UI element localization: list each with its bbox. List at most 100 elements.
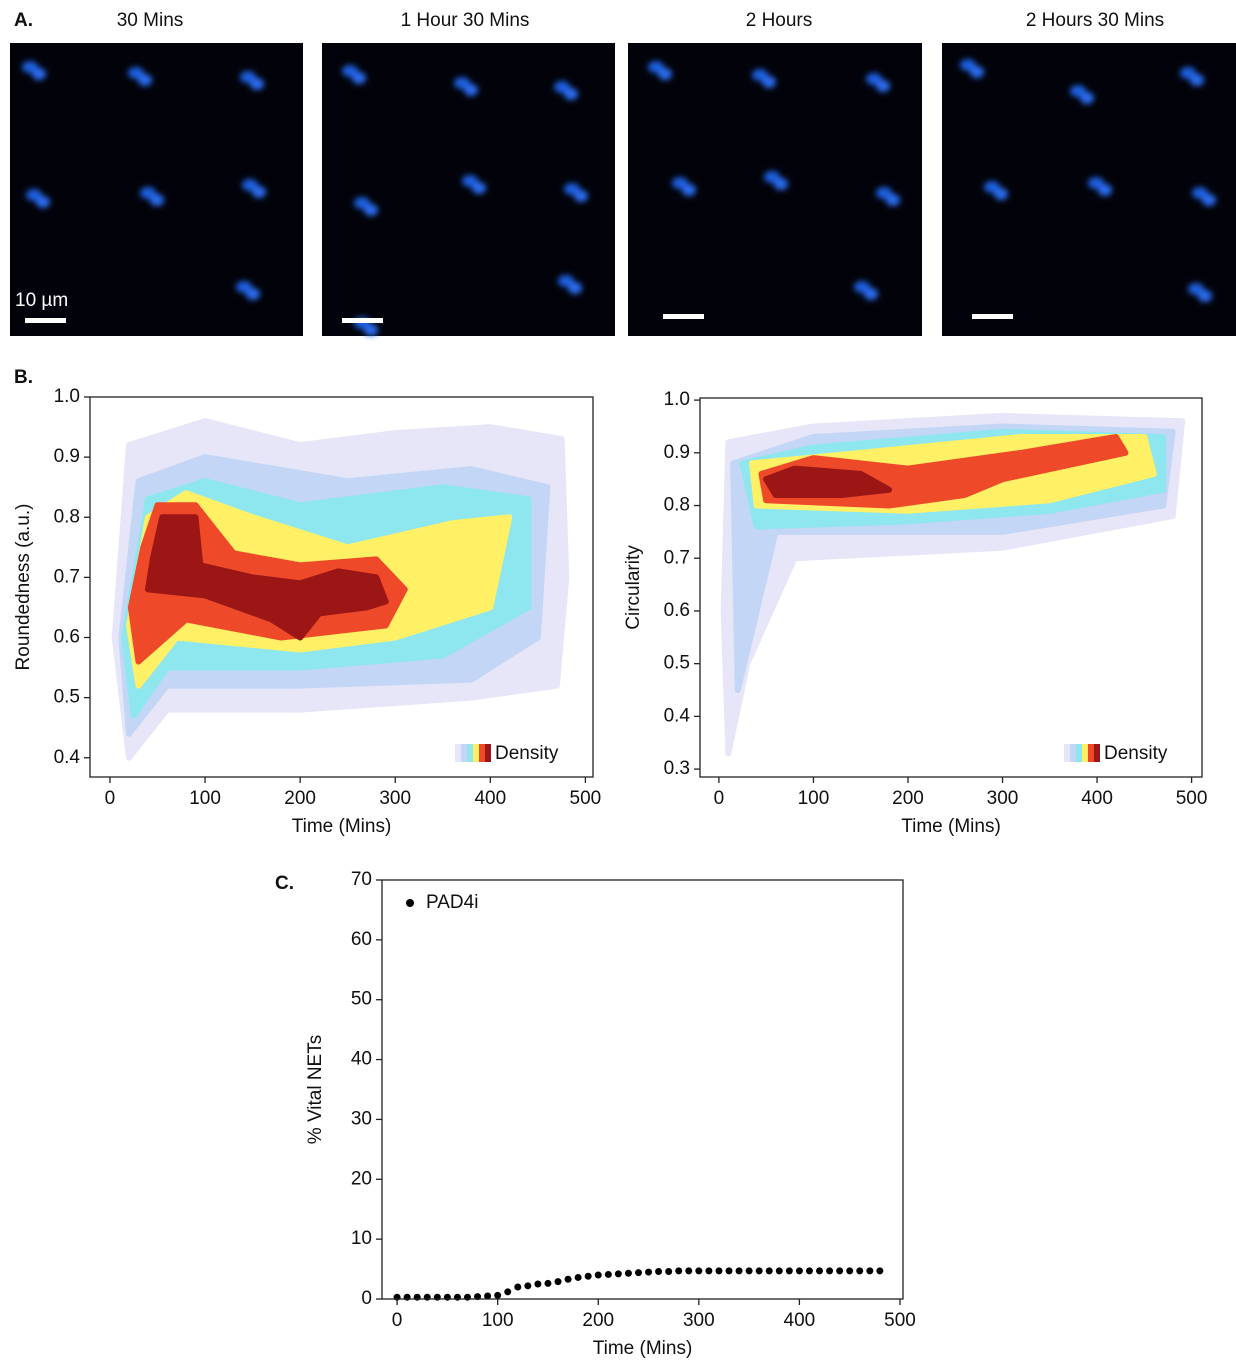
y-tick-label: 0.5	[664, 653, 690, 674]
plot-frame	[699, 397, 1203, 778]
y-axis-label: Circularity	[623, 545, 644, 630]
data-point	[826, 1267, 834, 1275]
x-axis-label: Time (Mins)	[593, 1338, 693, 1359]
chart: PAD4i 0 100 200 300 400 500 0 10 20 30 40 50 60 70 Time…	[305, 869, 916, 1359]
y-tick-label: 0.8	[664, 495, 690, 516]
chart: Density 0 100 200 300 400 500 0.3 0.4 0.5 0.6 0.7 0.…	[623, 389, 1207, 837]
x-tick-label: 100	[482, 1310, 514, 1331]
y-tick-label: 0.8	[54, 506, 80, 527]
data-point	[484, 1292, 492, 1300]
data-point	[655, 1267, 663, 1275]
x-tick-label: 0	[105, 788, 116, 809]
data-point	[645, 1268, 653, 1276]
x-tick-label: 300	[379, 788, 411, 809]
data-point	[685, 1267, 693, 1275]
legend-swatch	[473, 744, 479, 762]
data-point	[735, 1267, 743, 1275]
data-point	[805, 1267, 813, 1275]
data-point	[795, 1267, 803, 1275]
y-tick-label: 0.7	[664, 547, 690, 568]
scale-label: 10 µm	[15, 290, 68, 311]
legend-label: Density	[1104, 743, 1168, 764]
legend-swatch	[461, 744, 467, 762]
x-tick-label: 500	[570, 788, 602, 809]
data-point	[614, 1270, 622, 1278]
legend-swatch	[1094, 744, 1100, 762]
legend-swatch	[1088, 744, 1094, 762]
data-point	[604, 1270, 612, 1278]
y-tick-label: 0.9	[664, 442, 690, 463]
data-point	[514, 1283, 522, 1291]
legend-swatch	[467, 744, 473, 762]
data-point	[524, 1282, 532, 1290]
data-point	[675, 1267, 683, 1275]
y-axis-label: Roundedness (a.u.)	[13, 504, 34, 671]
micrograph-title: 1 Hour 30 Mins	[401, 10, 530, 31]
y-tick-label: 0.6	[664, 600, 690, 621]
legend-label: Density	[495, 743, 559, 764]
x-tick-label: 400	[1081, 788, 1113, 809]
data-point	[634, 1269, 642, 1277]
legend-swatch	[479, 744, 485, 762]
x-tick-label: 0	[392, 1310, 403, 1331]
plot-frame	[89, 396, 594, 778]
x-tick-label: 400	[784, 1310, 816, 1331]
data-point	[846, 1267, 854, 1275]
x-tick-label: 500	[884, 1310, 916, 1331]
data-point	[413, 1293, 421, 1301]
data-point	[624, 1269, 632, 1277]
x-tick-label: 300	[987, 788, 1019, 809]
data-point	[433, 1293, 441, 1301]
data-point	[755, 1267, 763, 1275]
x-tick-label: 100	[189, 788, 221, 809]
x-tick-label: 200	[582, 1310, 614, 1331]
data-point	[494, 1291, 502, 1299]
data-point	[564, 1275, 572, 1283]
data-point	[403, 1293, 411, 1301]
data-point	[725, 1267, 733, 1275]
legend-swatch	[455, 744, 461, 762]
data-point	[594, 1271, 602, 1279]
y-tick-label: 30	[351, 1108, 372, 1129]
micrographs: 10 µm 30 Mins 1 Hour 30 Mins 2 Hours 2 H…	[10, 10, 1236, 336]
y-tick-label: 0.9	[54, 446, 80, 467]
data-point	[856, 1267, 864, 1275]
legend-swatch	[1076, 744, 1082, 762]
x-tick-label: 300	[683, 1310, 715, 1331]
data-point	[554, 1278, 562, 1286]
micrograph-title: 2 Hours 30 Mins	[1026, 10, 1164, 31]
micrograph-title: 30 Mins	[117, 10, 184, 31]
legend-swatch	[1082, 744, 1088, 762]
micrograph	[942, 43, 1236, 336]
y-axis-label: % Vital NETs	[305, 1035, 326, 1144]
data-point	[705, 1267, 713, 1275]
legend-marker	[406, 899, 414, 907]
y-tick-label: 20	[351, 1168, 372, 1189]
x-tick-label: 500	[1176, 788, 1208, 809]
panel-label: B.	[14, 367, 33, 388]
y-tick-label: 0.6	[54, 627, 80, 648]
micrograph	[322, 43, 615, 336]
y-tick-label: 0	[361, 1288, 372, 1309]
y-tick-label: 70	[351, 869, 372, 890]
legend-swatch	[1070, 744, 1076, 762]
x-axis-label: Time (Mins)	[901, 816, 1001, 837]
data-point	[665, 1267, 673, 1275]
x-tick-label: 200	[892, 788, 924, 809]
data-point	[866, 1267, 874, 1275]
data-point	[504, 1288, 512, 1296]
legend-label: PAD4i	[426, 892, 478, 913]
density-contour	[145, 514, 389, 641]
micrograph: 10 µm	[10, 43, 303, 336]
data-point	[574, 1273, 582, 1281]
data-point	[775, 1267, 783, 1275]
panel-label: C.	[275, 873, 294, 894]
legend-swatch	[485, 744, 491, 762]
y-tick-label: 60	[351, 929, 372, 950]
data-point	[584, 1272, 592, 1280]
micrograph-title: 2 Hours	[746, 10, 813, 31]
data-point	[544, 1279, 552, 1287]
data-point	[765, 1267, 773, 1275]
data-point	[453, 1293, 461, 1301]
